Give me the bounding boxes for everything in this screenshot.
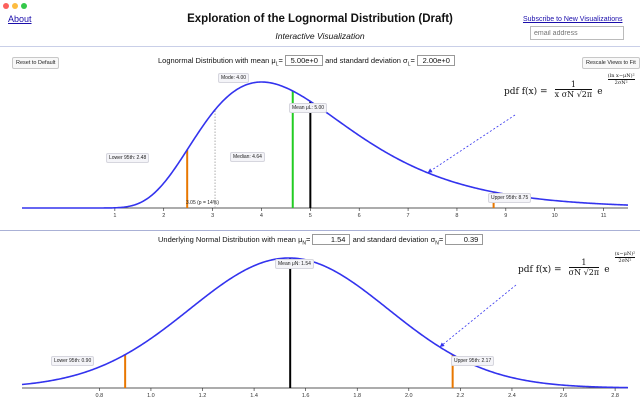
formula-denominator: x σN √2π	[554, 90, 593, 99]
mean-symbol: μ	[271, 56, 276, 65]
normal-formula-arrow-head	[439, 342, 445, 348]
lognormal-tick-label: 6	[358, 213, 361, 219]
normal-pdf-formula: pdf f(x) = 1 σN √2π e (x−μN)² 2σN²	[518, 251, 636, 277]
normal-mean-label: Underlying Normal Distribution with mean	[158, 235, 299, 244]
normal-formula-numerator: 1	[568, 258, 600, 268]
formula-lhs: pdf f(x) =	[504, 87, 548, 97]
normal-mean-subscript: N	[302, 240, 307, 247]
normal-lower-95th-label[interactable]: Lower 95th: 0.90	[51, 356, 95, 366]
lognormal-params: Lognormal Distribution with mean μL= 5.0…	[158, 55, 455, 68]
normal-tick-label: 1.6	[302, 393, 310, 399]
maximize-window-button[interactable]	[21, 3, 27, 9]
mode-label[interactable]: Mode: 4.00	[218, 73, 250, 83]
normal-tick-label: 1.0	[147, 393, 155, 399]
lognormal-tick-label: 11	[601, 213, 607, 219]
lognormal-formula-arrow-head	[427, 168, 433, 173]
lognormal-formula-arrow	[427, 114, 516, 174]
normal-tick-label: 2.8	[611, 393, 619, 399]
normal-sd-symbol: σ	[430, 235, 436, 244]
sd-subscript: L	[407, 61, 411, 68]
lognormal-mean-input[interactable]: 5.00e+0	[284, 55, 323, 66]
normal-tick-label: 1.2	[199, 393, 207, 399]
email-field[interactable]	[530, 26, 624, 40]
normal-params: Underlying Normal Distribution with mean…	[158, 234, 484, 247]
normal-sd-input[interactable]: 0.39	[445, 234, 484, 245]
normal-tick-label: 2.0	[405, 393, 413, 399]
formula-numerator: 1	[554, 80, 593, 90]
lognormal-tick-label: 3	[211, 213, 214, 219]
normal-mean-label-marker[interactable]: Mean μN: 1.54	[275, 259, 314, 269]
minimize-window-button[interactable]	[12, 3, 18, 9]
page-subtitle: Interactive Visualization	[275, 31, 365, 41]
normal-tick-label: 2.4	[508, 393, 516, 399]
normal-formula-exp-base: e	[604, 265, 610, 275]
lognormal-density-curve	[22, 81, 629, 209]
reset-button[interactable]: Reset to Default	[12, 57, 60, 69]
formula-exp-denominator: 2σN²	[614, 80, 628, 86]
formula-exp-base: e	[597, 87, 603, 97]
normal-tick-label: 2.2	[457, 393, 465, 399]
normal-mean-symbol: μ	[298, 235, 303, 244]
lognormal-sd-label: and standard deviation	[325, 56, 404, 65]
normal-sd-subscript: N	[435, 240, 439, 247]
normal-tick-label: 2.6	[560, 393, 568, 399]
normal-formula-arrow	[439, 284, 517, 348]
normal-formula-lhs: pdf f(x) =	[518, 265, 562, 275]
page-title: Exploration of the Lognormal Distributio…	[187, 13, 453, 25]
normal-mean-input[interactable]: 1.54	[312, 234, 351, 245]
median-label[interactable]: Median: 4.64	[230, 152, 265, 162]
lognormal-tick-label: 2	[162, 213, 165, 219]
normal-formula-denominator: σN √2π	[568, 268, 600, 277]
lognormal-tick-label: 5	[309, 213, 312, 219]
upper-95th-label[interactable]: Upper 95th: 8.75	[488, 193, 532, 203]
lognormal-tick-label: 7	[407, 213, 410, 219]
normal-tick-label: 0.8	[96, 393, 104, 399]
lognormal-mean-label: Lognormal Distribution with mean	[158, 56, 272, 65]
header-divider	[0, 46, 640, 47]
normal-tick-label: 1.4	[250, 393, 258, 399]
lognormal-tick-label: 10	[552, 213, 558, 219]
lognormal-tick-label: 4	[260, 213, 263, 219]
normal-sd-label: and standard deviation	[352, 235, 431, 244]
rescale-views-button[interactable]: Rescale Views to Fit	[582, 57, 640, 69]
normal-formula-exp-numerator: (x−μN)²	[614, 251, 636, 258]
sd-symbol: σ	[403, 56, 408, 65]
mean-subscript: L	[275, 61, 279, 68]
close-window-button[interactable]	[3, 3, 9, 9]
lognormal-sd-input[interactable]: 2.00e+0	[416, 55, 455, 66]
formula-exp-numerator: (ln x−μN)²	[607, 73, 635, 80]
normal-formula-exp-denominator: 2σN²	[618, 258, 632, 264]
mean-label[interactable]: Mean μL: 5.00	[289, 103, 328, 113]
lognormal-pdf-formula: pdf f(x) = 1 x σN √2π e (ln x−μN)² 2σN²	[504, 73, 635, 99]
about-link[interactable]: About	[8, 14, 32, 24]
subscribe-link[interactable]: Subscribe to New Visualizations	[523, 16, 623, 23]
normal-density-curve	[21, 257, 629, 389]
lognormal-tick-label: 9	[504, 213, 507, 219]
lower-95th-label[interactable]: Lower 95th: 2.48	[106, 153, 150, 163]
lognormal-tick-label: 8	[455, 213, 458, 219]
normal-upper-95th-label[interactable]: Upper 95th: 2.17	[451, 356, 495, 366]
panel-divider	[0, 230, 640, 231]
lognormal-tick-label: 1	[113, 213, 116, 219]
normal-tick-label: 1.8	[353, 393, 361, 399]
marker-label: 3.05 (p = 14%)	[186, 200, 219, 206]
